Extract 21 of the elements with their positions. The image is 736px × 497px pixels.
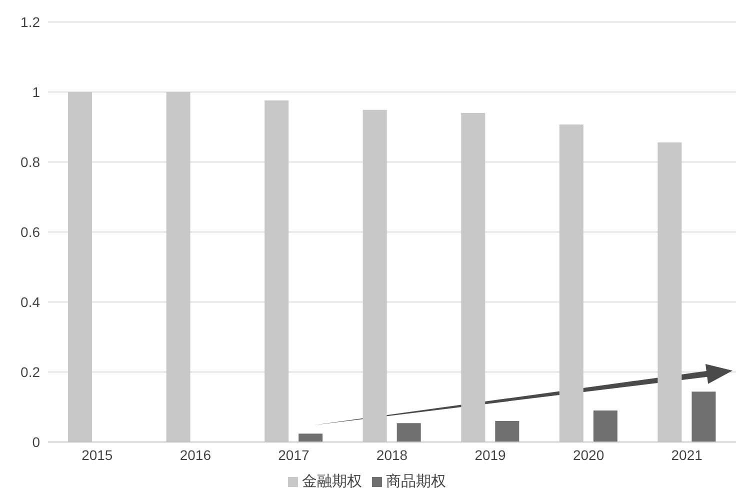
x-tick-label: 2020	[572, 446, 604, 463]
x-tick-label: 2017	[278, 446, 310, 463]
bar	[495, 421, 520, 442]
legend-label: 金融期权	[302, 473, 362, 490]
x-tick-label: 2019	[474, 446, 506, 463]
x-tick-label: 2021	[671, 446, 703, 463]
x-tick-label: 2016	[180, 446, 212, 463]
y-tick-label: 0.4	[20, 294, 40, 310]
y-tick-label: 1	[32, 84, 40, 100]
x-tick-label: 2015	[82, 446, 113, 463]
bar	[396, 423, 421, 442]
y-tick-label: 1.2	[20, 14, 40, 30]
bar	[593, 410, 618, 442]
y-tick-label: 0.6	[20, 224, 40, 240]
x-tick-label: 2018	[376, 446, 408, 463]
y-tick-label: 0.2	[20, 364, 40, 380]
y-tick-label: 0	[32, 434, 40, 450]
bar	[298, 434, 323, 442]
y-tick-label: 0.8	[20, 154, 40, 170]
legend-label: 商品期权	[386, 473, 446, 490]
bar	[692, 392, 716, 442]
